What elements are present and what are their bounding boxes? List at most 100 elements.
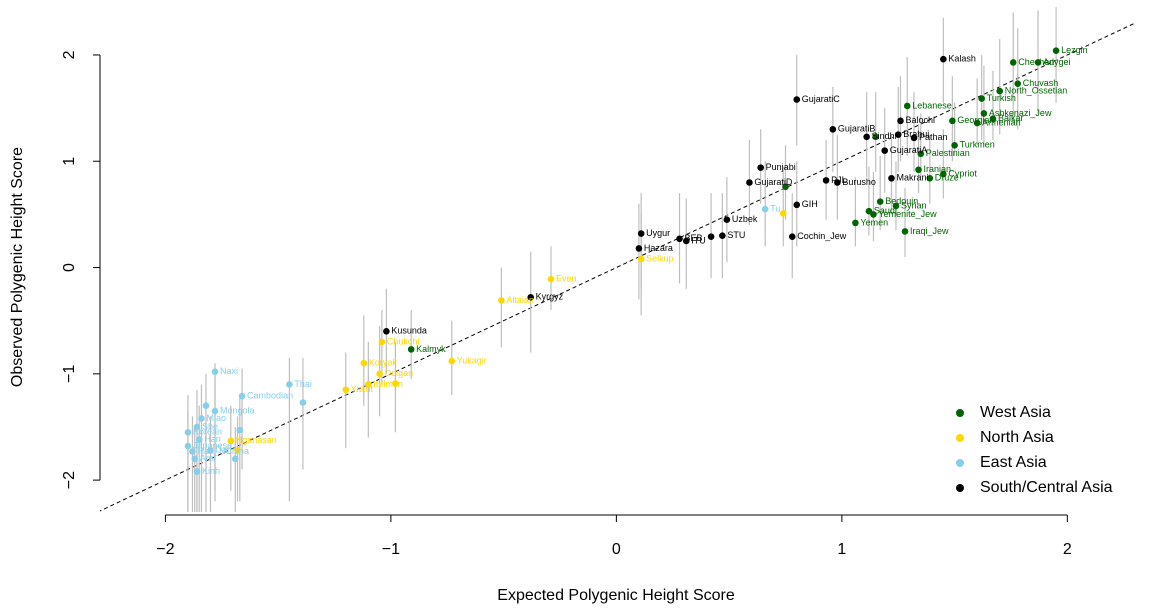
point (897, 117, 904, 125)
point-label: Han (204, 434, 221, 444)
point-label: Iraqi_Jew (910, 226, 949, 236)
point (231, 455, 239, 463)
legend-label: South/Central Asia (980, 479, 1113, 496)
point (822, 177, 830, 184)
point (392, 380, 399, 387)
point-label: Sindhi (872, 131, 897, 141)
point (286, 381, 293, 388)
point-label: Iranian (924, 164, 952, 174)
point (360, 359, 368, 367)
point (870, 211, 877, 218)
point (527, 293, 534, 301)
y-tick-label: 2 (61, 50, 78, 59)
point-label: Cochin_Jew (797, 231, 847, 241)
point (892, 202, 900, 210)
point-label: Naxi (220, 366, 238, 376)
legend-swatch (956, 409, 964, 417)
point-label: Saudi (874, 206, 897, 216)
point (376, 370, 383, 378)
y-tick-label: 0 (61, 263, 78, 272)
point-label: Kalash (948, 54, 976, 64)
point (910, 134, 918, 142)
point-label: Uygur (646, 228, 670, 238)
point (184, 428, 192, 436)
point (863, 133, 870, 141)
point (547, 275, 555, 283)
point (195, 436, 203, 444)
point (1009, 59, 1017, 66)
point (951, 142, 958, 149)
point-label: Hazara (644, 243, 673, 253)
point (779, 210, 787, 217)
point (978, 95, 985, 102)
point-label: Lebanese (912, 100, 952, 110)
point-label: GujaratiD (754, 177, 793, 187)
point-label: Yakut (351, 384, 374, 394)
point-label: Cypriot (948, 168, 977, 178)
point (637, 230, 645, 237)
point (917, 150, 925, 158)
point-label: Even (556, 274, 577, 284)
point-label: Dolgan (385, 368, 414, 378)
point (378, 338, 386, 346)
point-label: Armenian (982, 117, 1021, 127)
x-axis-title: Expected Polygenic Height Score (497, 587, 735, 604)
point (234, 447, 241, 454)
identity-line (100, 22, 1135, 512)
point-label: Balochi (905, 115, 935, 125)
point (189, 448, 196, 455)
point-label: Kalmyk (416, 344, 446, 354)
x-tick-label: 1 (837, 541, 846, 558)
y-tick-label: −2 (61, 471, 78, 489)
point-label: Selkup (646, 253, 674, 263)
point-label: Cambodian (247, 391, 293, 401)
point (1014, 80, 1022, 87)
point-label: ITU (691, 235, 706, 245)
point-label: Altaian (506, 295, 534, 305)
legend-label: West Asia (980, 404, 1051, 421)
point-label: Ashkenazi_Jew (989, 108, 1052, 118)
point-label: Bedouin (885, 196, 918, 206)
point-label: Turkish (987, 93, 1016, 103)
point-label: Chuvash (1023, 78, 1059, 88)
point-label: PJL (831, 175, 847, 185)
point-label: North_Ossetian (1005, 85, 1068, 95)
point (788, 233, 796, 241)
point-label: Yemenite_Jew (878, 209, 937, 219)
point-label: Ami (200, 453, 216, 463)
point-label: Makrani (896, 173, 928, 183)
x-tick-label: 0 (612, 541, 621, 558)
point (980, 110, 988, 117)
point-label: Miao (206, 413, 226, 423)
point-label: Druze (935, 173, 959, 183)
point (989, 115, 997, 123)
point (834, 179, 841, 186)
y-axis-title: Observed Polygenic Height Score (9, 147, 26, 387)
point-label: Tu (770, 203, 780, 213)
point (407, 346, 415, 353)
point-label: Dai (215, 445, 229, 455)
point-label: Thai (294, 379, 312, 389)
point-label: STU (727, 230, 745, 240)
legend-label: East Asia (980, 454, 1047, 471)
y-tick-label: 1 (61, 157, 78, 166)
point (383, 328, 390, 335)
point-label: She (202, 421, 218, 431)
point-label: Chukchi (387, 336, 420, 346)
point (191, 455, 199, 463)
point-label: Adygei (1043, 57, 1071, 67)
point-label: Han_NChina (197, 446, 249, 456)
point (676, 235, 683, 243)
point (915, 166, 922, 174)
point (193, 423, 201, 431)
point (881, 147, 889, 154)
point (365, 381, 372, 388)
point-label: GujaratiB (838, 124, 876, 134)
point (746, 179, 753, 186)
point (202, 402, 210, 410)
x-tick-label: 2 (1063, 541, 1072, 558)
point (448, 357, 456, 365)
point (903, 102, 911, 110)
point (793, 96, 801, 103)
